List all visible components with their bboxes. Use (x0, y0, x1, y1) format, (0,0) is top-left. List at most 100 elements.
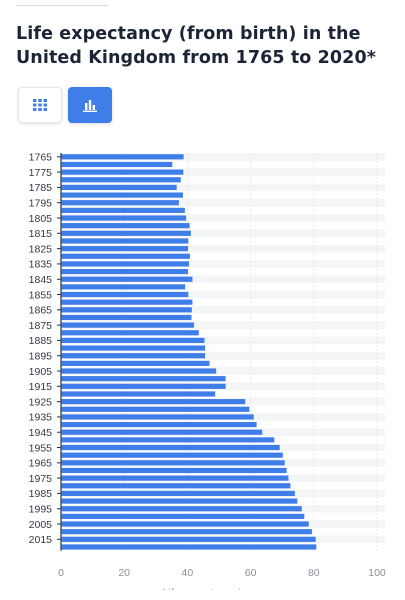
bar-1945 (61, 429, 263, 435)
grid-icon (33, 99, 47, 111)
bar-1795 (61, 200, 179, 206)
bar-1865 (61, 307, 192, 313)
row-stripe (61, 244, 385, 253)
bar-2005 (61, 521, 309, 527)
bar-1950 (61, 437, 275, 443)
bar-chart: 1765 1775 1785 1795 1805 1815 1825 1835 1845 1855… (29, 152, 386, 590)
y-tick-label: 1955 (29, 442, 53, 454)
y-tick-label: 1925 (29, 396, 53, 408)
bar-1825 (61, 246, 189, 252)
bar-2015 (61, 536, 316, 542)
bar-1880 (61, 330, 199, 336)
y-tick-label: 2005 (29, 519, 53, 531)
row-stripe (61, 214, 385, 222)
row-stripe (61, 229, 385, 238)
bar-1985 (61, 490, 295, 497)
bar-1765 (61, 154, 184, 160)
y-tick-label: 1995 (29, 504, 53, 516)
x-tick-label: 0 (58, 567, 64, 579)
y-tick-label: 1795 (29, 198, 53, 210)
row-stripe (61, 367, 385, 375)
bar-1925 (61, 399, 246, 405)
y-tick-label: 1835 (29, 259, 53, 271)
bar-1965 (61, 460, 285, 466)
y-tick-label: 1775 (29, 167, 53, 179)
bar-1975 (61, 475, 289, 481)
y-tick-label: 1965 (29, 458, 53, 470)
row-stripe (61, 198, 385, 207)
bar-2020 (61, 544, 317, 550)
row-stripe (61, 275, 385, 284)
bar-1845 (61, 276, 193, 282)
top-divider (16, 5, 108, 6)
bar-1900 (61, 360, 210, 366)
x-tick-label: 40 (182, 567, 194, 579)
x-tick-label: 60 (245, 567, 257, 579)
bar-1830 (61, 253, 190, 259)
y-tick-label: 1855 (29, 289, 53, 301)
bar-1890 (61, 345, 206, 351)
bar-1980 (61, 483, 291, 489)
y-tick-label: 1865 (29, 305, 53, 317)
bar-1990 (61, 498, 298, 504)
y-tick-label: 1815 (29, 228, 53, 240)
row-stripe (61, 306, 385, 314)
x-tick-label: 20 (118, 567, 130, 579)
y-tick-label: 1945 (29, 427, 53, 439)
bar-1835 (61, 261, 189, 267)
row-stripe (61, 153, 385, 161)
bar-1910 (61, 376, 226, 382)
table-view-button[interactable] (18, 87, 62, 123)
bar-1995 (61, 506, 302, 512)
bar-1895 (61, 353, 206, 359)
x-tick-label: 80 (308, 567, 320, 579)
bar-1770 (61, 161, 173, 168)
bar-2010 (61, 529, 312, 535)
y-tick-label: 1905 (29, 366, 53, 378)
y-tick-label: 1935 (29, 412, 53, 424)
row-stripe (61, 183, 385, 192)
chart-title: Life expectancy (from birth) in the Unit… (16, 24, 376, 68)
y-tick-label: 1805 (29, 213, 53, 225)
bar-1800 (61, 207, 185, 213)
row-stripe (61, 260, 385, 268)
bar-1870 (61, 314, 192, 321)
y-tick-label: 1765 (29, 152, 53, 164)
bar-1815 (61, 230, 191, 236)
row-stripe (61, 321, 385, 329)
bar-1775 (61, 169, 184, 175)
y-tick-label: 1785 (29, 182, 53, 194)
x-axis-title: Life expectancy in years (163, 587, 276, 590)
bar-1860 (61, 299, 193, 305)
row-stripe (61, 351, 385, 360)
bar-1810 (61, 223, 190, 229)
bar-1915 (61, 383, 226, 389)
y-tick-label: 1915 (29, 381, 53, 393)
row-stripe (61, 290, 385, 299)
x-tick-label: 100 (368, 567, 386, 579)
bar-1780 (61, 177, 181, 183)
bar-1855 (61, 291, 189, 298)
y-tick-label: 1825 (29, 243, 53, 255)
bar-1955 (61, 444, 280, 451)
bar-1920 (61, 391, 216, 397)
y-tick-label: 1885 (29, 335, 53, 347)
y-tick-label: 1875 (29, 320, 53, 332)
bar-1970 (61, 467, 287, 474)
bar-1840 (61, 268, 189, 275)
chart-view-button[interactable] (68, 87, 112, 123)
bar-1850 (61, 284, 186, 290)
bar-1935 (61, 414, 254, 420)
bar-2000 (61, 513, 305, 519)
bar-1805 (61, 215, 187, 221)
bar-chart-icon (83, 99, 97, 112)
bar-1905 (61, 368, 217, 374)
bar-1820 (61, 238, 189, 244)
y-tick-label: 1975 (29, 473, 53, 485)
y-tick-label: 2015 (29, 534, 53, 546)
bar-1785 (61, 184, 177, 191)
bar-1875 (61, 322, 195, 328)
bar-1940 (61, 421, 257, 428)
bar-1790 (61, 192, 183, 198)
y-tick-label: 1895 (29, 351, 53, 363)
